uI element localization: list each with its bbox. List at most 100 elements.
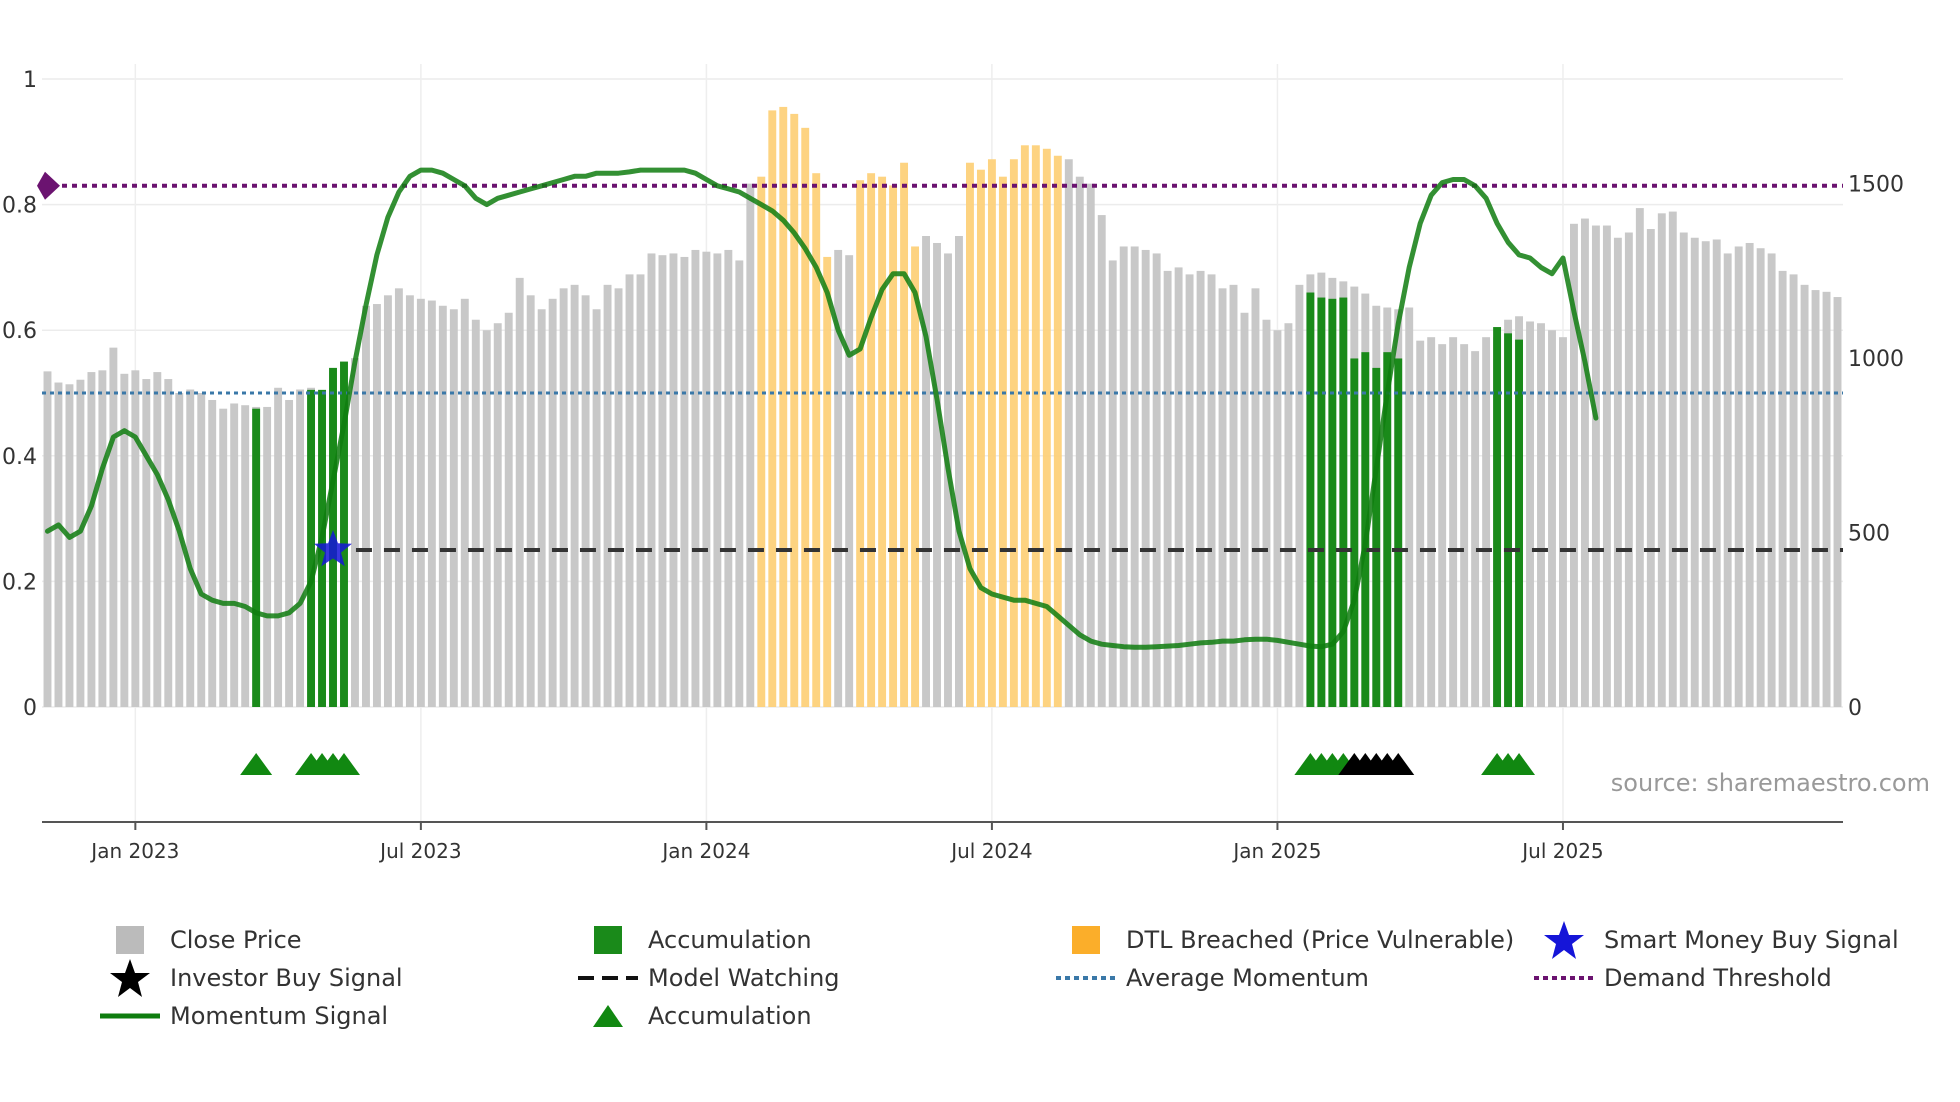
legend-close-price[interactable]: Close Price [100, 925, 302, 955]
close-price-bar [1130, 246, 1139, 707]
close-price-bar [1064, 159, 1073, 707]
close-price-bar [131, 370, 140, 707]
close-price-bar [43, 371, 52, 707]
accumulation-bar [1317, 297, 1326, 707]
left-tick-label: 0.4 [2, 445, 37, 470]
accumulation-bar [1339, 297, 1348, 707]
close-price-bar [1646, 229, 1655, 707]
legend-accumulation-swatch [594, 926, 622, 954]
dtl-breached-bar [757, 176, 766, 707]
dtl-breached-bar [823, 256, 832, 707]
legend-average-momentum[interactable]: Average Momentum [1056, 963, 1369, 993]
legend-momentum-signal[interactable]: Momentum Signal [100, 1001, 388, 1031]
close-price-bar [1196, 270, 1205, 707]
close-price-bar [438, 305, 447, 707]
legend-investor-buy[interactable]: Investor Buy Signal [100, 959, 403, 997]
accumulation-bar [1350, 358, 1359, 707]
x-tick-label: Jul 2023 [378, 839, 461, 863]
close-price-bar [241, 405, 250, 707]
solid-line-icon [100, 1013, 160, 1019]
left-tick-label: 0 [23, 696, 37, 721]
right-tick-label: 1000 [1848, 347, 1904, 372]
dtl-breached-bar [1053, 155, 1062, 707]
dtl-breached-bar [966, 162, 974, 707]
close-price-bar [120, 373, 129, 707]
accumulation-bar [1493, 327, 1502, 707]
x-tick-label: Jan 2023 [89, 839, 179, 863]
close-price-bar [1668, 211, 1677, 708]
x-tick-label: Jan 2024 [660, 839, 750, 863]
close-price-bar [933, 242, 941, 707]
legend-smart-money[interactable]: Smart Money Buy Signal [1534, 921, 1899, 959]
legend-label: Accumulation [648, 926, 812, 954]
close-price-bar [296, 389, 305, 707]
left-tick-label: 1 [23, 68, 37, 93]
legend-dtl-breached[interactable]: DTL Breached (Price Vulnerable) [1056, 925, 1514, 955]
close-price-bar [1163, 270, 1172, 707]
close-price-bar [1427, 337, 1436, 707]
close-price-bar [175, 393, 184, 707]
close-price-bar [230, 403, 239, 707]
dtl-breached-bar [779, 106, 788, 707]
close-price-bar [219, 408, 228, 707]
legend-close-price-swatch [116, 926, 144, 954]
demand-threshold-diamond [37, 171, 60, 200]
close-price-bar [449, 309, 458, 707]
accumulation-bar [1328, 298, 1337, 707]
legend-demand-threshold[interactable]: Demand Threshold [1534, 963, 1832, 993]
close-price-bar [1108, 260, 1117, 707]
accumulation-marker [240, 753, 273, 775]
close-price-bar [1657, 213, 1666, 708]
close-price-bar [735, 260, 744, 707]
close-price-bar [471, 319, 480, 707]
close-price-bar [1295, 284, 1304, 707]
close-price-bar [1602, 225, 1611, 708]
close-price-bar [164, 379, 173, 707]
triangle-icon [593, 1005, 623, 1027]
legend-label: Momentum Signal [170, 1002, 389, 1030]
close-price-bar [351, 358, 359, 707]
close-price-bar [955, 236, 963, 707]
close-price-bar [1778, 270, 1787, 707]
close-price-bar [274, 387, 283, 707]
close-price-bar [526, 295, 535, 707]
dtl-breached-bar [1042, 148, 1051, 707]
close-price-bar [1284, 323, 1293, 707]
close-price-bar [1097, 215, 1106, 708]
close-price-bar [1789, 274, 1798, 707]
close-price-bar [636, 274, 645, 707]
close-price-bar [1141, 249, 1150, 707]
legend-label: Investor Buy Signal [170, 964, 403, 992]
close-price-bar [1416, 340, 1425, 707]
legend-model-watching[interactable]: Model Watching [578, 963, 840, 993]
left-tick-label: 0.6 [2, 319, 37, 344]
right-tick-label: 500 [1848, 522, 1890, 547]
x-tick-label: Jul 2025 [1520, 839, 1603, 863]
close-price-bar [98, 370, 107, 707]
close-price-bar [1800, 284, 1809, 707]
close-price-bar [1613, 237, 1622, 707]
close-price-bar [1690, 237, 1699, 707]
signal-markers [240, 530, 1536, 775]
chart: Jan 2023 Jul 2023 Jan 2024 Jul 2024 Jan 2025… [2, 64, 1930, 863]
source-note: source: sharemaestro.com [1611, 769, 1930, 797]
close-price-bar [746, 183, 755, 707]
close-price-bar [1833, 297, 1842, 707]
legend-accumulation-bar[interactable]: Accumulation [578, 925, 812, 955]
close-price-bar [87, 372, 96, 707]
close-price-bar [702, 251, 711, 707]
legend-label: Demand Threshold [1604, 964, 1832, 992]
legend-label: DTL Breached (Price Vulnerable) [1126, 926, 1515, 954]
close-price-bar [197, 393, 206, 707]
close-price-bar [1548, 330, 1556, 707]
close-price-bar [592, 309, 601, 707]
close-price-bar [691, 249, 700, 707]
close-price-bar [1471, 351, 1480, 707]
legend-dtl-swatch [1072, 926, 1100, 954]
legend-accumulation-marker[interactable]: Accumulation [578, 1001, 812, 1031]
close-price-bar [1723, 253, 1732, 707]
close-price-bar [372, 304, 381, 707]
close-price-bar [394, 288, 403, 707]
close-price-bar [1405, 307, 1414, 707]
close-price-bar [548, 298, 557, 707]
